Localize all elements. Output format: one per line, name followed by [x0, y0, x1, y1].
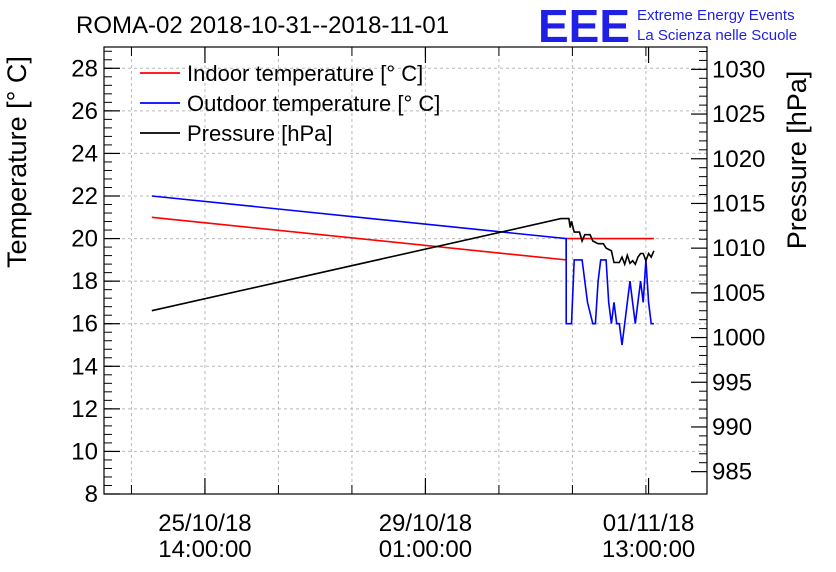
x-tick-date: 01/11/18: [603, 510, 695, 537]
y-tick-label: 20: [71, 226, 98, 253]
plot-frame: [103, 46, 708, 495]
x-tick-date: 25/10/18: [158, 510, 251, 537]
y-tick-label: 8: [85, 481, 98, 508]
legend-label: Indoor temperature [° C]: [187, 61, 423, 86]
y-tick-label: 14: [71, 353, 98, 380]
tick-marks: [104, 47, 707, 495]
chart-title: ROMA-02 2018-10-31--2018-11-01: [76, 12, 449, 39]
y-tick-label: 22: [71, 183, 98, 210]
legend: Indoor temperature [° C] Outdoor temperat…: [140, 61, 440, 146]
logo-text: EEE: [538, 0, 630, 52]
y-tick-label: 24: [71, 140, 98, 167]
y2-tick-labels: 985 990 995 1000 1005 1010 1015 1020 1025 1030: [712, 56, 765, 485]
y2-tick-label: 1015: [712, 190, 765, 217]
x-tick-time: 14:00:00: [158, 536, 251, 563]
legend-label: Outdoor temperature [° C]: [187, 91, 440, 116]
y-tick-label: 18: [71, 268, 98, 295]
y2-tick-label: 995: [712, 369, 752, 396]
legend-label: Pressure [hPa]: [187, 121, 333, 146]
y2-tick-label: 1010: [712, 235, 765, 262]
y2-tick-label: 990: [712, 414, 752, 441]
x-tick-time: 13:00:00: [602, 536, 695, 563]
y2-tick-label: 1030: [712, 56, 765, 83]
y-tick-labels: 8 10 12 14 16 18 20 22 24 26 28: [71, 55, 98, 508]
brand-line-2: La Scienza nelle Scuole: [637, 27, 797, 44]
y2-tick-label: 1020: [712, 146, 765, 173]
x-tick-time: 01:00:00: [379, 536, 472, 563]
y2-axis-label: Pressure [hPa]: [782, 71, 812, 250]
y-tick-label: 16: [71, 311, 98, 338]
y-tick-label: 10: [71, 438, 98, 465]
y-tick-label: 26: [71, 98, 98, 125]
y2-tick-label: 1005: [712, 280, 765, 307]
y2-tick-label: 985: [712, 459, 752, 486]
eee-logo: EEE: [538, 0, 630, 52]
brand-line-1: Extreme Energy Events: [637, 7, 795, 24]
y-axis-label: Temperature [° C]: [2, 56, 32, 268]
y2-tick-label: 1025: [712, 101, 765, 128]
series-line-2: [151, 195, 654, 346]
y-tick-label: 28: [71, 55, 98, 82]
series-layer: [151, 195, 655, 346]
y2-tick-label: 1000: [712, 325, 765, 352]
series-line-3: [151, 217, 655, 312]
x-tick-date: 29/10/18: [379, 510, 472, 537]
y-tick-label: 12: [71, 396, 98, 423]
